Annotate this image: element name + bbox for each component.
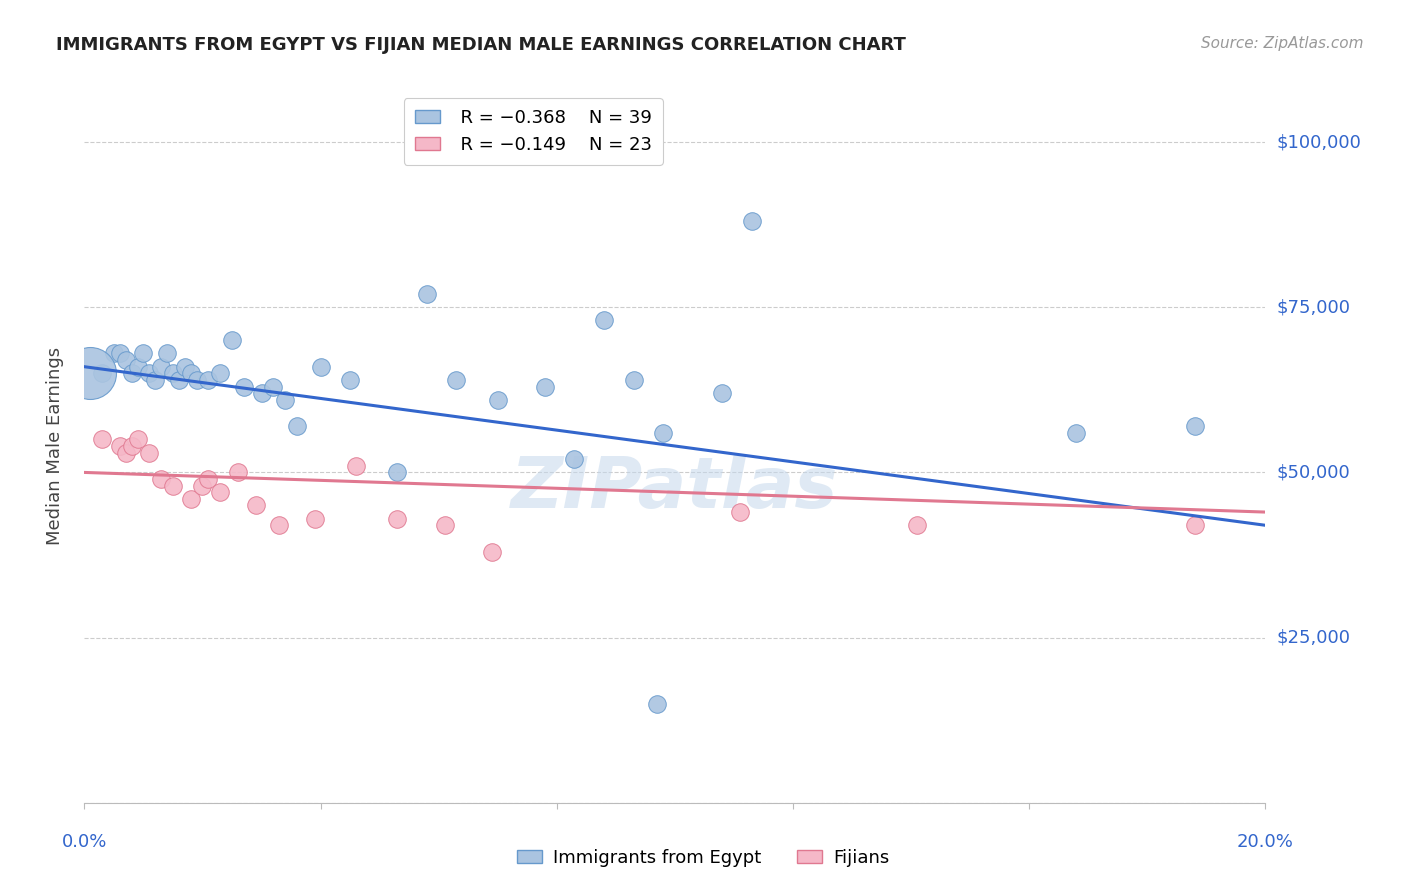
Point [186, 373, 208, 387]
Point [167, 373, 190, 387]
Text: ZIPatlas: ZIPatlas [512, 454, 838, 524]
Text: Source: ZipAtlas.com: Source: ZipAtlas.com [1201, 36, 1364, 51]
Point [433, 518, 456, 533]
Point [143, 373, 166, 387]
Point [121, 439, 143, 453]
Point [162, 478, 184, 492]
Point [564, 452, 586, 467]
Legend:   R = −0.368    N = 39,   R = −0.149    N = 23: R = −0.368 N = 39, R = −0.149 N = 23 [404, 98, 662, 165]
Point [127, 359, 149, 374]
Point [127, 433, 149, 447]
Point [711, 386, 734, 401]
Text: IMMIGRANTS FROM EGYPT VS FIJIAN MEDIAN MALE EARNINGS CORRELATION CHART: IMMIGRANTS FROM EGYPT VS FIJIAN MEDIAN M… [56, 36, 905, 54]
Point [156, 346, 179, 360]
Point [486, 392, 509, 407]
Point [309, 359, 332, 374]
Point [132, 346, 155, 360]
Point [1066, 425, 1088, 440]
Point [446, 373, 468, 387]
Point [262, 379, 284, 393]
Point [481, 545, 503, 559]
Text: $25,000: $25,000 [1277, 629, 1351, 647]
Point [387, 511, 409, 525]
Point [652, 425, 675, 440]
Point [250, 386, 273, 401]
Point [645, 697, 668, 711]
Point [79, 367, 101, 381]
Point [339, 373, 361, 387]
Point [623, 373, 645, 387]
Point [1184, 518, 1206, 533]
Point [387, 466, 409, 480]
Point [150, 359, 173, 374]
Point [191, 478, 214, 492]
Point [304, 511, 326, 525]
Point [91, 367, 114, 381]
Point [741, 214, 763, 228]
Point [232, 379, 254, 393]
Legend: Immigrants from Egypt, Fijians: Immigrants from Egypt, Fijians [509, 842, 897, 874]
Point [162, 367, 184, 381]
Point [245, 499, 267, 513]
Point [121, 367, 143, 381]
Point [344, 458, 367, 473]
Text: $100,000: $100,000 [1277, 133, 1361, 151]
Point [91, 433, 114, 447]
Point [416, 287, 439, 301]
Point [180, 491, 202, 506]
Point [173, 359, 195, 374]
Point [534, 379, 557, 393]
Point [197, 373, 219, 387]
Point [138, 367, 160, 381]
Point [221, 333, 243, 347]
Point [209, 367, 232, 381]
Point [226, 466, 249, 480]
Point [274, 392, 297, 407]
Point [1184, 419, 1206, 434]
Point [180, 367, 202, 381]
Point [103, 346, 125, 360]
Point [593, 313, 616, 327]
Point [150, 472, 173, 486]
Point [209, 485, 232, 500]
Point [197, 472, 219, 486]
Text: $75,000: $75,000 [1277, 298, 1351, 317]
Text: $50,000: $50,000 [1277, 464, 1350, 482]
Point [285, 419, 308, 434]
Point [114, 445, 136, 459]
Point [108, 439, 131, 453]
Point [905, 518, 928, 533]
Point [728, 505, 751, 519]
Point [269, 518, 291, 533]
Text: 20.0%: 20.0% [1237, 833, 1294, 851]
Y-axis label: Median Male Earnings: Median Male Earnings [45, 347, 63, 545]
Text: 0.0%: 0.0% [62, 833, 107, 851]
Point [114, 353, 136, 368]
Point [138, 445, 160, 459]
Point [108, 346, 131, 360]
